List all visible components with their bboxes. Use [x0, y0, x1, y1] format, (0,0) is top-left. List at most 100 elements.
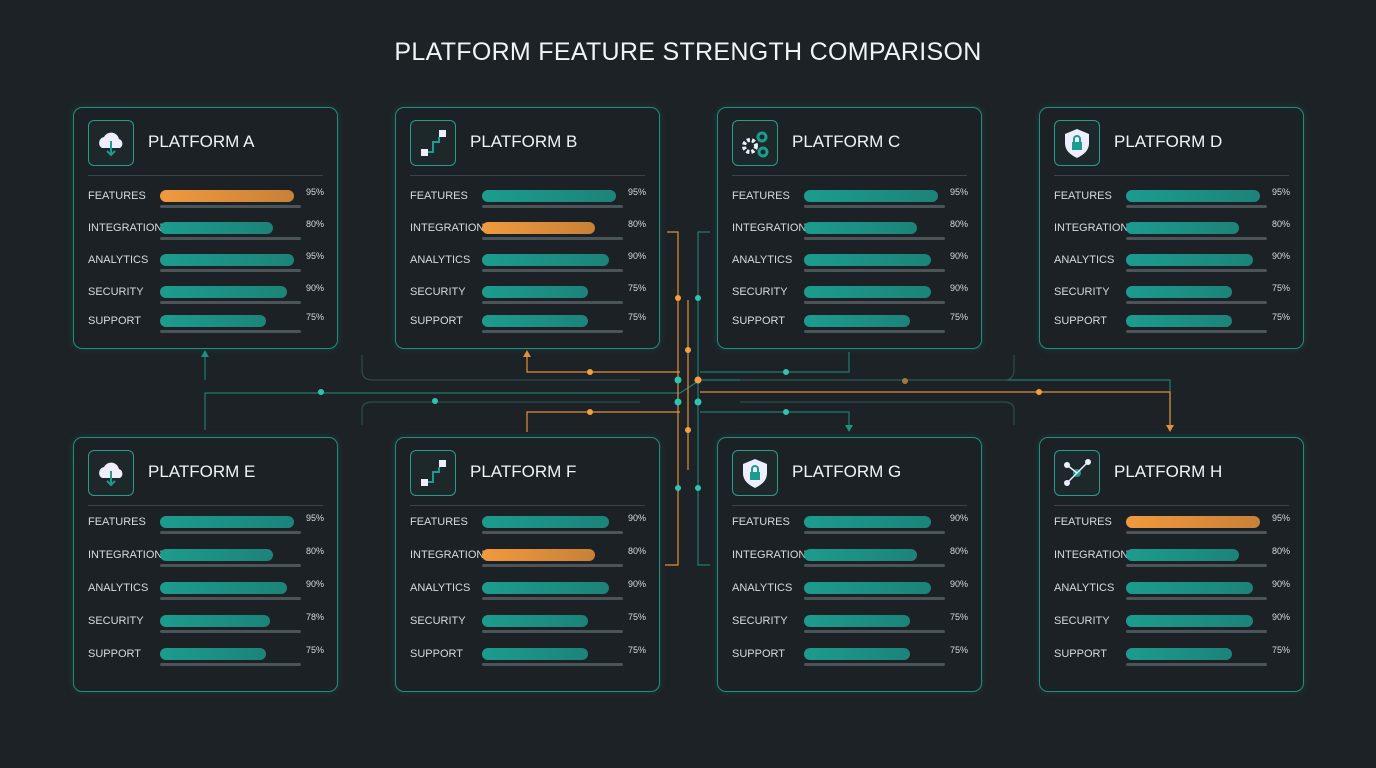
metric-label: FEATURES — [88, 516, 146, 528]
metric-bar — [482, 190, 616, 202]
bar-track — [804, 630, 945, 633]
metric-bar — [804, 615, 910, 627]
metric-value: 80% — [306, 546, 325, 556]
metric-label: SECURITY — [410, 286, 466, 298]
metric-value: 90% — [306, 283, 325, 293]
metric-label: ANALYTICS — [1054, 254, 1115, 266]
platform-card: PLATFORM B FEATURES 95% INTEGRATION 80% ANALY… — [395, 107, 660, 349]
metric-label: SECURITY — [1054, 615, 1110, 627]
metric-bar — [1126, 286, 1232, 298]
platform-name: PLATFORM B — [470, 132, 578, 151]
metric-bar — [804, 549, 917, 561]
metric-bar — [1126, 222, 1239, 234]
metric-label: SUPPORT — [410, 648, 463, 660]
bar-track — [482, 330, 623, 333]
metric-label: INTEGRATION — [410, 549, 485, 561]
platform-icon — [732, 120, 778, 166]
metric-bar — [160, 549, 273, 561]
bar-track — [1126, 597, 1267, 600]
platform-icon — [410, 120, 456, 166]
bar-track — [482, 237, 623, 240]
metric-value: 90% — [950, 579, 969, 589]
metric-bar — [1126, 582, 1253, 594]
platform-card: PLATFORM D FEATURES 95% INTEGRATION 80% ANALY… — [1039, 107, 1304, 349]
metric-value: 75% — [950, 612, 969, 622]
metric-value: 75% — [1272, 645, 1291, 655]
metric-value: 75% — [628, 283, 647, 293]
bar-track — [160, 663, 301, 666]
metric-bar — [482, 516, 609, 528]
bar-track — [482, 205, 623, 208]
metric-value: 75% — [628, 312, 647, 322]
metric-label: INTEGRATION — [88, 222, 163, 234]
metric-bar — [482, 582, 609, 594]
metric-bar — [804, 190, 938, 202]
metric-label: FEATURES — [732, 516, 790, 528]
divider — [410, 175, 645, 176]
metric-label: SECURITY — [732, 615, 788, 627]
metric-label: SUPPORT — [732, 648, 785, 660]
metric-value: 90% — [1272, 251, 1291, 261]
metric-bar — [804, 582, 931, 594]
metric-label: SECURITY — [88, 286, 144, 298]
metric-bar — [1126, 549, 1239, 561]
platform-name: PLATFORM F — [470, 462, 577, 481]
bar-track — [482, 630, 623, 633]
metric-bar — [160, 315, 266, 327]
metric-bar — [482, 549, 595, 561]
metric-value: 80% — [1272, 546, 1291, 556]
bar-track — [160, 564, 301, 567]
metric-bar — [804, 222, 917, 234]
bar-track — [1126, 237, 1267, 240]
metric-bar — [482, 648, 588, 660]
metric-bar — [482, 615, 588, 627]
metric-value: 90% — [306, 579, 325, 589]
metric-value: 95% — [628, 187, 647, 197]
metric-bar — [1126, 648, 1232, 660]
platform-name: PLATFORM H — [1114, 462, 1223, 481]
platform-card: PLATFORM C FEATURES 95% INTEGRATION 80% ANALY… — [717, 107, 982, 349]
metric-value: 75% — [950, 312, 969, 322]
metric-bar — [804, 254, 931, 266]
platform-card: PLATFORM G FEATURES 90% INTEGRATION 80% ANALY… — [717, 437, 982, 692]
metric-label: FEATURES — [1054, 516, 1112, 528]
divider — [88, 175, 323, 176]
bar-track — [1126, 330, 1267, 333]
icon-glyph — [421, 130, 446, 156]
metric-value: 95% — [1272, 187, 1291, 197]
platform-icon — [1054, 450, 1100, 496]
platform-icon — [732, 450, 778, 496]
metric-value: 80% — [628, 219, 647, 229]
metric-value: 80% — [628, 546, 647, 556]
metric-bar — [1126, 254, 1253, 266]
bar-track — [804, 330, 945, 333]
bar-track — [160, 269, 301, 272]
metric-label: SUPPORT — [1054, 648, 1107, 660]
metric-value: 75% — [306, 312, 325, 322]
platform-icon — [88, 450, 134, 496]
metric-value: 95% — [306, 251, 325, 261]
platform-name: PLATFORM E — [148, 462, 256, 481]
metric-bar — [482, 315, 588, 327]
bar-track — [160, 531, 301, 534]
platform-name: PLATFORM A — [148, 132, 255, 151]
metric-bar — [804, 648, 910, 660]
bar-track — [804, 597, 945, 600]
platform-icon — [88, 120, 134, 166]
metric-value: 95% — [306, 187, 325, 197]
metric-bar — [804, 286, 931, 298]
metric-label: ANALYTICS — [88, 254, 149, 266]
bar-track — [482, 663, 623, 666]
divider — [732, 175, 967, 176]
metric-value: 75% — [1272, 312, 1291, 322]
metric-label: INTEGRATION — [410, 222, 485, 234]
bar-track — [1126, 531, 1267, 534]
platform-name: PLATFORM G — [792, 462, 902, 481]
metric-bar — [160, 190, 294, 202]
metric-bar — [1126, 615, 1253, 627]
bar-track — [804, 531, 945, 534]
platform-icon — [1054, 120, 1100, 166]
metric-label: INTEGRATION — [1054, 222, 1129, 234]
metric-label: ANALYTICS — [410, 582, 471, 594]
